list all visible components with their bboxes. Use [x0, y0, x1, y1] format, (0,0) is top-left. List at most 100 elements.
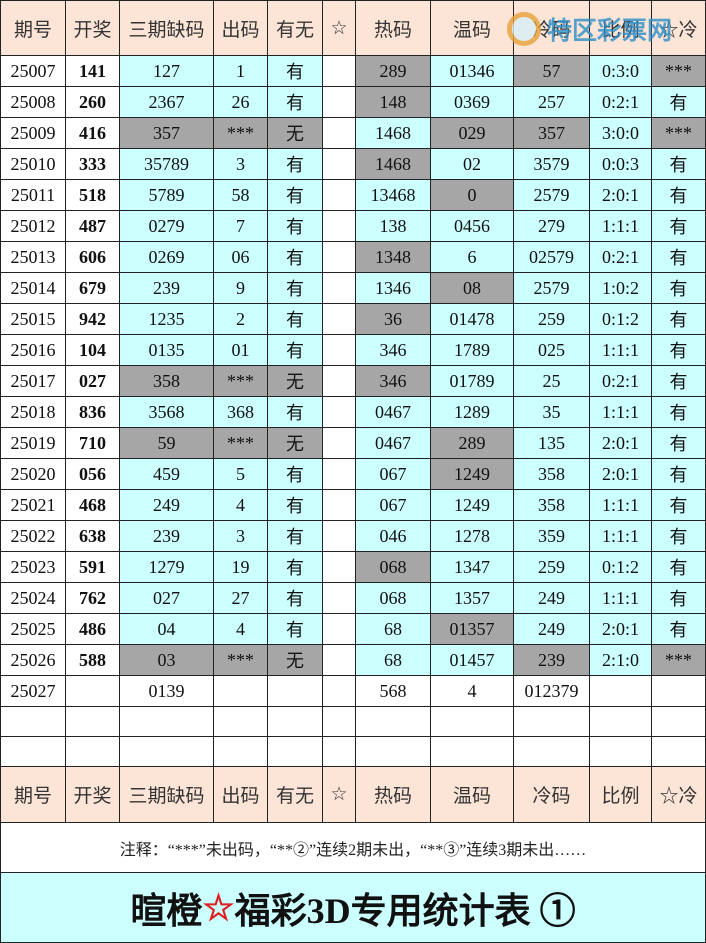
table-cell: 0:1:2 — [590, 552, 652, 583]
table-cell: 1 — [214, 56, 268, 87]
table-cell: 25020 — [1, 459, 66, 490]
table-cell: 有 — [652, 521, 706, 552]
table-cell: 25007 — [1, 56, 66, 87]
table-cell: 067 — [356, 459, 431, 490]
empty-cell — [356, 737, 431, 767]
table-cell: 1346 — [356, 273, 431, 304]
header-cell: 期号 — [1, 1, 66, 56]
empty-cell — [323, 737, 356, 767]
table-cell: *** — [214, 645, 268, 676]
table-cell: 有 — [652, 335, 706, 366]
table-cell: 01 — [214, 335, 268, 366]
table-cell: 588 — [66, 645, 120, 676]
table-cell — [323, 490, 356, 521]
table-cell: 13468 — [356, 180, 431, 211]
table-cell: 有 — [268, 304, 323, 335]
table-cell: 127 — [120, 56, 214, 87]
table-cell: 01457 — [431, 645, 514, 676]
table-cell: 0139 — [120, 676, 214, 707]
table-cell — [66, 676, 120, 707]
table-cell: 606 — [66, 242, 120, 273]
header-cell: ☆ — [323, 1, 356, 56]
table-cell: 19 — [214, 552, 268, 583]
table-cell: 067 — [356, 490, 431, 521]
table-cell: 1289 — [431, 397, 514, 428]
empty-cell — [323, 707, 356, 737]
table-cell: 有 — [652, 583, 706, 614]
table-cell: 68 — [356, 614, 431, 645]
table-cell: 249 — [514, 614, 590, 645]
table-cell: 0:2:1 — [590, 242, 652, 273]
table-cell: 012379 — [514, 676, 590, 707]
table-cell — [323, 242, 356, 273]
table-cell: 有 — [652, 490, 706, 521]
table-cell: 有 — [652, 180, 706, 211]
table-cell: 25019 — [1, 428, 66, 459]
table-cell: 26 — [214, 87, 268, 118]
table-cell: 1279 — [120, 552, 214, 583]
empty-cell — [590, 737, 652, 767]
table-cell: 239 — [514, 645, 590, 676]
table-cell: 25022 — [1, 521, 66, 552]
empty-cell — [268, 737, 323, 767]
table-cell: 03 — [120, 645, 214, 676]
table-cell: 04 — [120, 614, 214, 645]
table-cell: 1278 — [431, 521, 514, 552]
table-cell: 368 — [214, 397, 268, 428]
table-cell: 591 — [66, 552, 120, 583]
footer-header-cell: ☆冷 — [652, 767, 706, 823]
table-cell: 257 — [514, 87, 590, 118]
table-cell: 358 — [120, 366, 214, 397]
table-cell: 289 — [356, 56, 431, 87]
table-cell: 25010 — [1, 149, 66, 180]
table-cell: 259 — [514, 552, 590, 583]
table-cell — [323, 552, 356, 583]
table-cell: 7 — [214, 211, 268, 242]
table-cell: 836 — [66, 397, 120, 428]
table-cell: 08 — [431, 273, 514, 304]
table-cell: 1:1:1 — [590, 490, 652, 521]
table-cell: 57 — [514, 56, 590, 87]
table-cell: 25027 — [1, 676, 66, 707]
table-cell: *** — [214, 118, 268, 149]
empty-cell — [431, 707, 514, 737]
table-cell: 459 — [120, 459, 214, 490]
table-cell: 518 — [66, 180, 120, 211]
table-cell: 有 — [268, 397, 323, 428]
footer-header-cell: 出码 — [214, 767, 268, 823]
table-cell: 1357 — [431, 583, 514, 614]
table-cell: 35 — [514, 397, 590, 428]
table-cell: 346 — [356, 366, 431, 397]
table-cell: 25016 — [1, 335, 66, 366]
table-cell: 0279 — [120, 211, 214, 242]
table-cell — [323, 149, 356, 180]
table-cell: 259 — [514, 304, 590, 335]
table-cell: 25009 — [1, 118, 66, 149]
table-cell: 有 — [268, 211, 323, 242]
header-cell: 温码 — [431, 1, 514, 56]
table-cell: 1789 — [431, 335, 514, 366]
table-cell: 568 — [356, 676, 431, 707]
table-cell: 有 — [652, 304, 706, 335]
title-star: ☆ — [202, 887, 235, 928]
table-cell: 2:0:1 — [590, 614, 652, 645]
table-cell — [323, 335, 356, 366]
table-cell — [323, 428, 356, 459]
empty-cell — [590, 707, 652, 737]
table-cell: 1:1:1 — [590, 335, 652, 366]
table-cell: 有 — [268, 335, 323, 366]
table-cell: 9 — [214, 273, 268, 304]
table-cell: *** — [652, 118, 706, 149]
table-cell: 2:0:1 — [590, 180, 652, 211]
table-cell: 0135 — [120, 335, 214, 366]
table-cell: 056 — [66, 459, 120, 490]
table-cell: 2 — [214, 304, 268, 335]
table-cell: 0467 — [356, 397, 431, 428]
table-cell: 有 — [268, 459, 323, 490]
footer-header-cell: ☆ — [323, 767, 356, 823]
table-cell: 487 — [66, 211, 120, 242]
table-cell — [323, 397, 356, 428]
table-cell: *** — [652, 56, 706, 87]
table-cell — [323, 676, 356, 707]
empty-cell — [66, 737, 120, 767]
